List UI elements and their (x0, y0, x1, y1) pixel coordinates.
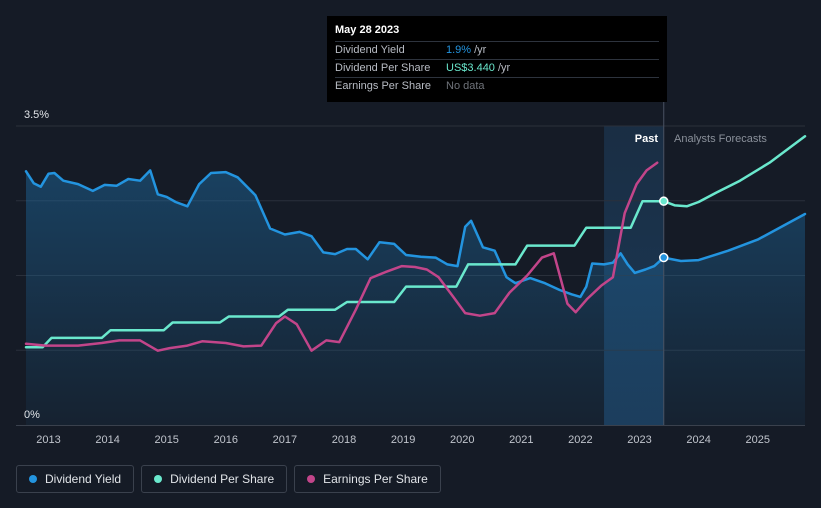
legend-label: Earnings Per Share (323, 472, 428, 486)
data-tooltip: May 28 2023 Dividend Yield 1.9% /yr Divi… (327, 16, 667, 102)
tooltip-row-dividend-yield: Dividend Yield 1.9% /yr (335, 42, 659, 60)
x-tick-label: 2014 (95, 434, 119, 446)
tooltip-value: No data (446, 80, 485, 92)
y-axis-label-top: 3.5% (24, 109, 49, 121)
x-tick-label: 2018 (332, 434, 356, 446)
y-axis-label-bottom: 0% (24, 409, 40, 421)
x-tick-label: 2019 (391, 434, 415, 446)
x-tick-label: 2024 (686, 434, 710, 446)
x-tick-label: 2020 (450, 434, 474, 446)
tooltip-unit: /yr (497, 62, 511, 74)
legend-dividend-per-share[interactable]: Dividend Per Share (141, 465, 288, 493)
dividend-yield-marker (658, 252, 669, 263)
past-region-label: Past (635, 133, 659, 145)
legend-label: Dividend Per Share (170, 472, 275, 486)
tooltip-label: Earnings Per Share (335, 80, 431, 92)
legend-dividend-yield[interactable]: Dividend Yield (16, 465, 135, 493)
tooltip-date: May 28 2023 (335, 22, 659, 42)
earnings-per-share-line (24, 161, 659, 352)
x-tick-label: 2022 (568, 434, 592, 446)
forecast-region-label: Analysts Forecasts (674, 133, 767, 145)
tooltip-value: 1.9% (446, 44, 472, 56)
tooltip-value: US$3.440 (446, 62, 495, 74)
legend-earnings-per-share[interactable]: Earnings Per Share (294, 465, 441, 493)
legend-dot-icon (307, 475, 316, 483)
dividend-per-share-marker (658, 196, 669, 206)
dividend-yield-area (26, 170, 805, 425)
x-tick-label: 2015 (154, 434, 178, 446)
legend-dot-icon (29, 475, 37, 483)
legend-dot-icon (154, 475, 163, 483)
x-tick-label: 2017 (273, 434, 297, 446)
legend-label: Dividend Yield (45, 472, 122, 486)
x-tick-label: 2021 (509, 434, 533, 446)
dividend-per-share-line (24, 135, 807, 349)
tooltip-row-earnings-per-share: Earnings Per Share No data (335, 78, 659, 95)
chart-legend: Dividend Yield Dividend Per Share Earnin… (16, 465, 448, 493)
tooltip-row-dividend-per-share: Dividend Per Share US$3.440 /yr (335, 60, 659, 78)
x-tick-label: 2023 (627, 434, 651, 446)
tooltip-label: Dividend Yield (335, 44, 405, 56)
tooltip-label: Dividend Per Share (335, 62, 431, 74)
x-tick-label: 2016 (214, 434, 238, 446)
tooltip-unit: /yr (474, 44, 487, 56)
x-tick-label: 2025 (745, 434, 769, 446)
x-tick-label: 2013 (36, 434, 60, 446)
